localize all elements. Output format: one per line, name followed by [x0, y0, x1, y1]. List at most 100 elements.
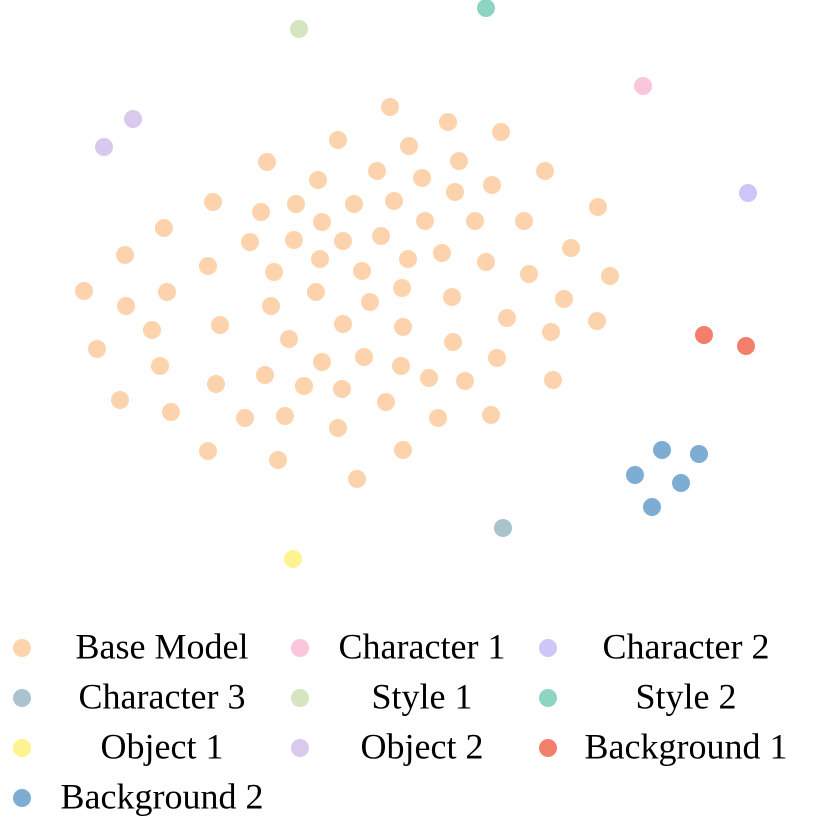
point [204, 193, 222, 211]
point [287, 195, 305, 213]
point [333, 380, 351, 398]
legend-marker [13, 639, 31, 657]
point [482, 406, 500, 424]
point [420, 369, 438, 387]
point [151, 357, 169, 375]
point [737, 337, 755, 355]
point [494, 519, 512, 537]
point [116, 246, 134, 264]
point [515, 212, 533, 230]
legend-marker [539, 689, 557, 707]
point [536, 162, 554, 180]
point [236, 409, 254, 427]
point [348, 470, 366, 488]
point [345, 195, 363, 213]
point [483, 176, 501, 194]
point [353, 262, 371, 280]
point [211, 316, 229, 334]
point [143, 321, 161, 339]
point [498, 309, 516, 327]
point [477, 253, 495, 271]
point [313, 213, 331, 231]
point [393, 279, 411, 297]
point [75, 282, 93, 300]
point [262, 297, 280, 315]
point [269, 451, 287, 469]
point [334, 315, 352, 333]
point [392, 357, 410, 375]
legend-label: Object 2 [361, 726, 484, 766]
point [544, 371, 562, 389]
point [394, 318, 412, 336]
point [695, 326, 713, 344]
point [265, 263, 283, 281]
point [488, 349, 506, 367]
point [456, 372, 474, 390]
point [672, 474, 690, 492]
point [520, 265, 538, 283]
legend-label: Object 1 [101, 726, 224, 766]
point [329, 131, 347, 149]
point [399, 250, 417, 268]
legend-label: Character 2 [603, 626, 770, 666]
legend-label: Background 1 [585, 726, 788, 766]
point [377, 393, 395, 411]
legend-marker [291, 739, 309, 757]
point [313, 353, 331, 371]
point [368, 162, 386, 180]
point [446, 183, 464, 201]
point [542, 323, 560, 341]
legend-marker [539, 739, 557, 757]
point [400, 137, 418, 155]
point [739, 184, 757, 202]
legend-label: Base Model [76, 626, 249, 666]
point [372, 227, 390, 245]
point [241, 233, 259, 251]
point [158, 283, 176, 301]
point [256, 366, 274, 384]
point [199, 442, 217, 460]
legend-marker [539, 639, 557, 657]
point [601, 267, 619, 285]
point [329, 419, 347, 437]
legend-label: Background 2 [61, 776, 264, 816]
legend-marker [291, 689, 309, 707]
legend-label: Character 1 [339, 626, 506, 666]
point [439, 113, 457, 131]
point [252, 203, 270, 221]
point [477, 0, 495, 17]
legend-label: Style 2 [635, 676, 736, 716]
point [280, 330, 298, 348]
point [416, 212, 434, 230]
point [466, 212, 484, 230]
point [589, 198, 607, 216]
legend-marker [13, 739, 31, 757]
point [199, 257, 217, 275]
point [433, 244, 451, 262]
point [88, 340, 106, 358]
point [361, 293, 379, 311]
point [444, 333, 462, 351]
point [450, 152, 468, 170]
point [643, 498, 661, 516]
point [413, 169, 431, 187]
point [555, 290, 573, 308]
point [309, 171, 327, 189]
point [162, 403, 180, 421]
legend-marker [13, 689, 31, 707]
point [653, 441, 671, 459]
legend-marker [13, 789, 31, 807]
point [626, 466, 644, 484]
point [429, 409, 447, 427]
point [311, 250, 329, 268]
point [290, 20, 308, 38]
point [276, 407, 294, 425]
legend-marker [291, 639, 309, 657]
point [124, 110, 142, 128]
legend-label: Character 3 [79, 676, 246, 716]
point [285, 231, 303, 249]
point [111, 391, 129, 409]
point [334, 232, 352, 250]
point [307, 283, 325, 301]
point [634, 77, 652, 95]
